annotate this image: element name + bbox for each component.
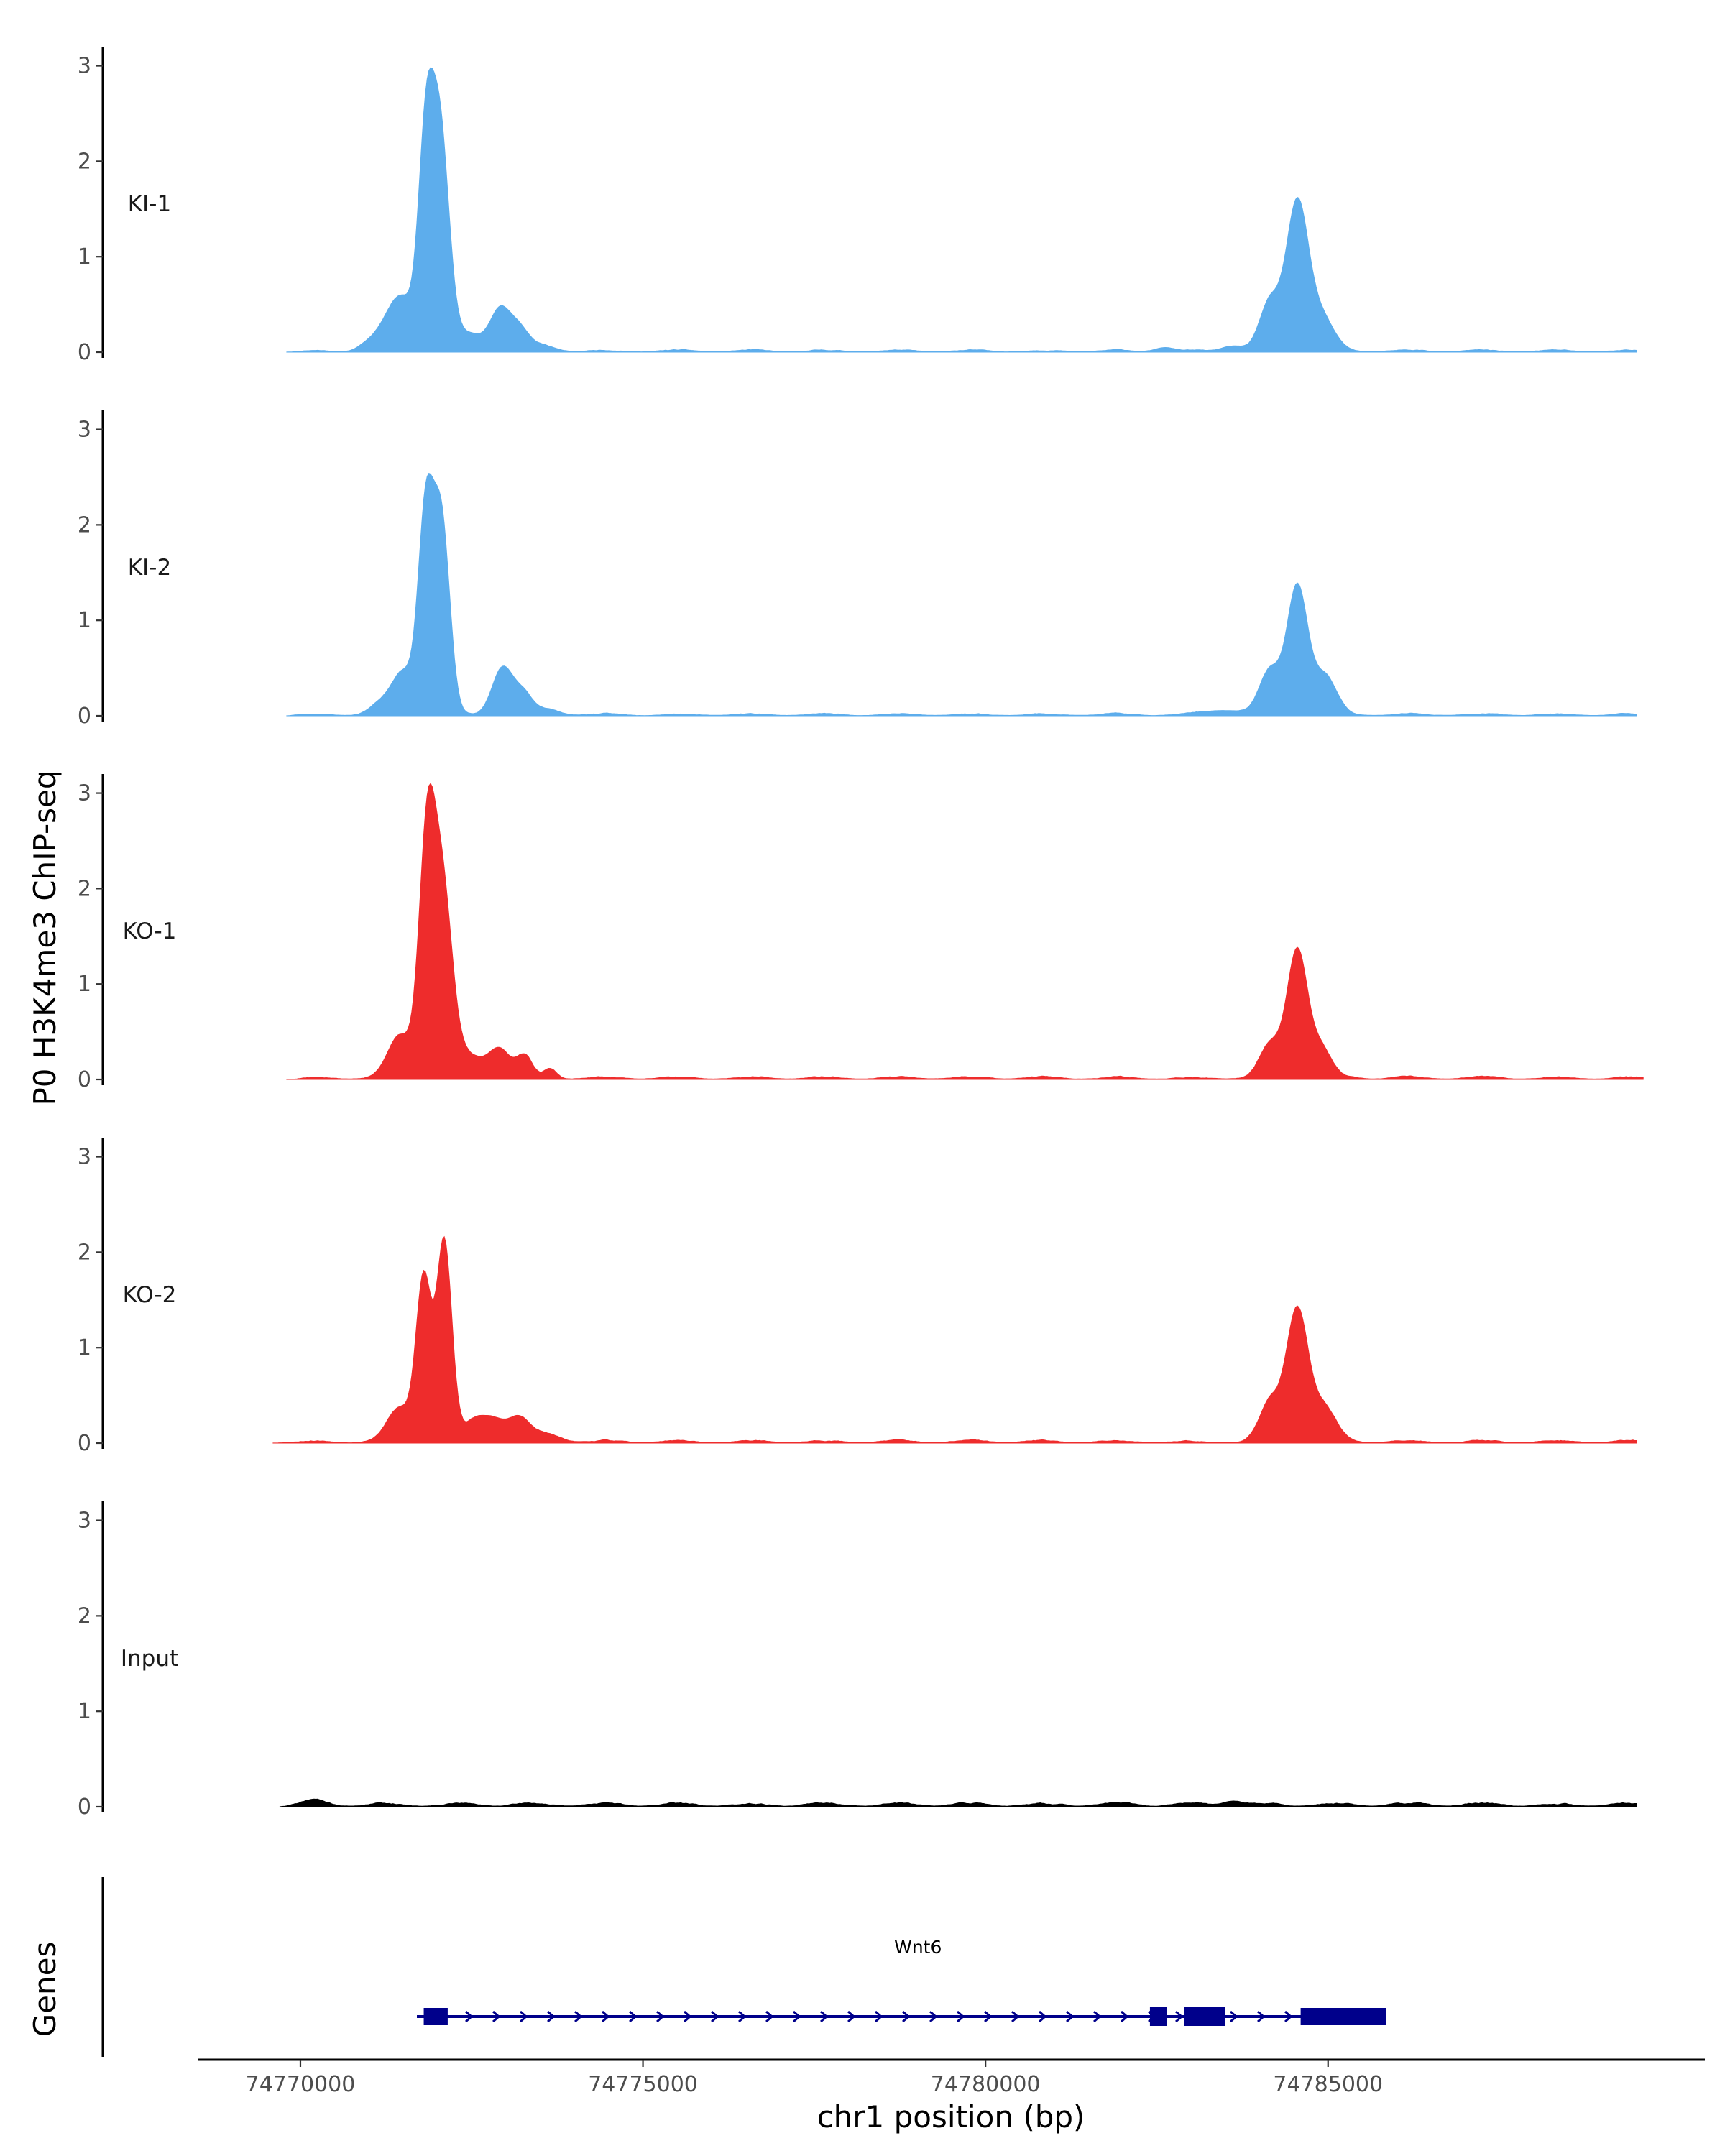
strand-arrow — [1284, 2010, 1293, 2023]
y-tick-label: 2 — [78, 512, 91, 538]
track-label: KI-1 — [128, 191, 171, 217]
strand-arrow — [1121, 2010, 1129, 2023]
y-tick-label: 1 — [78, 1335, 91, 1360]
coverage-area-ki-1 — [286, 67, 1637, 353]
track-ko-2: 0 1 2 3 KO-2 — [78, 1138, 1637, 1456]
strand-arrow — [656, 2010, 665, 2023]
coverage-area-input — [279, 1798, 1637, 1807]
y-tick-label: 0 — [78, 1795, 91, 1820]
gene-exon — [1184, 2007, 1225, 2026]
strand-arrow — [1175, 2010, 1184, 2023]
y-axis-title: P0 H3K4me3 ChIP-seq — [27, 770, 63, 1105]
track-input: 0 1 2 3 Input — [78, 1501, 1637, 1820]
strand-arrow — [957, 2010, 965, 2023]
strand-arrow — [765, 2010, 774, 2023]
y-tick-label: 3 — [78, 1508, 91, 1534]
y-tick-label: 3 — [78, 1145, 91, 1170]
track-ko-1: 0 1 2 3 KO-1 — [78, 774, 1644, 1092]
gene-annotation-panel: Wnt6 — [101, 1877, 1386, 2057]
y-tick-label: 2 — [78, 876, 91, 901]
strand-arrow — [520, 2010, 528, 2023]
strand-arrow — [875, 2010, 883, 2023]
strand-arrow — [902, 2010, 911, 2023]
track-label: Input — [121, 1646, 178, 1672]
gene-name-label: Wnt6 — [894, 1937, 942, 1958]
y-tick-label: 1 — [78, 1699, 91, 1724]
y-tick-label: 0 — [78, 704, 91, 729]
strand-arrow — [984, 2010, 993, 2023]
coverage-area-ki-2 — [286, 472, 1637, 717]
y-tick-label: 3 — [78, 781, 91, 806]
strand-arrow — [738, 2010, 747, 2023]
y-tick-label: 0 — [78, 340, 91, 365]
y-tick-label: 1 — [78, 244, 91, 270]
y-tick-label: 1 — [78, 608, 91, 633]
coverage-area-ko-2 — [272, 1235, 1637, 1444]
gene-wnt6: Wnt6 — [417, 1937, 1386, 2026]
track-label: KO-1 — [123, 918, 177, 944]
strand-arrow — [684, 2010, 692, 2023]
x-tick-label: 74785000 — [1273, 2072, 1383, 2097]
y-tick-label: 3 — [78, 54, 91, 79]
strand-arrow — [574, 2010, 583, 2023]
x-axis: 74770000 74775000 74780000 74785000 — [198, 2058, 1705, 2097]
track-ki-2: 0 1 2 3 KI-2 — [78, 410, 1637, 729]
y-tick-label: 1 — [78, 972, 91, 997]
strand-arrow — [1066, 2010, 1075, 2023]
strand-arrow — [820, 2010, 829, 2023]
x-tick-label: 74780000 — [931, 2072, 1041, 2097]
strand-arrow — [547, 2010, 556, 2023]
x-tick-label: 74775000 — [588, 2072, 698, 2097]
strand-arrow — [1011, 2010, 1020, 2023]
y-tick-label: 2 — [78, 1240, 91, 1265]
strand-arrow — [929, 2010, 938, 2023]
track-label: KI-2 — [128, 555, 171, 581]
strand-arrow — [629, 2010, 638, 2023]
strand-arrow — [711, 2010, 719, 2023]
strand-arrow — [465, 2010, 474, 2023]
y-tick-label: 2 — [78, 1603, 91, 1628]
y-tick-label: 2 — [78, 149, 91, 174]
track-ki-1: 0 1 2 3 KI-1 — [78, 47, 1637, 365]
strand-arrow — [1093, 2010, 1102, 2023]
genes-panel-title: Genes — [27, 1942, 63, 2037]
x-axis-title: chr1 position (bp) — [817, 2099, 1085, 2134]
strand-arrow — [847, 2010, 856, 2023]
gene-exon — [1149, 2007, 1167, 2026]
y-tick-label: 3 — [78, 418, 91, 443]
gene-exon — [423, 2008, 448, 2025]
x-tick-label: 74770000 — [246, 2072, 356, 2097]
y-tick-label: 0 — [78, 1431, 91, 1456]
strand-arrow — [1230, 2010, 1238, 2023]
strand-arrow — [1257, 2010, 1266, 2023]
gene-exon — [1300, 2008, 1386, 2025]
coverage-tracks: 0 1 2 3 KI-1 0 1 2 3 KI-2 0 1 2 3 KO-1 0 1 2 3 KO-2 0 1 2 3 Inpu… — [78, 47, 1644, 1820]
track-label: KO-2 — [123, 1282, 177, 1308]
coverage-area-ko-1 — [286, 783, 1644, 1080]
y-tick-label: 0 — [78, 1067, 91, 1092]
strand-arrow — [793, 2010, 801, 2023]
strand-arrow — [492, 2010, 501, 2023]
strand-arrow — [602, 2010, 610, 2023]
strand-arrow — [1039, 2010, 1047, 2023]
